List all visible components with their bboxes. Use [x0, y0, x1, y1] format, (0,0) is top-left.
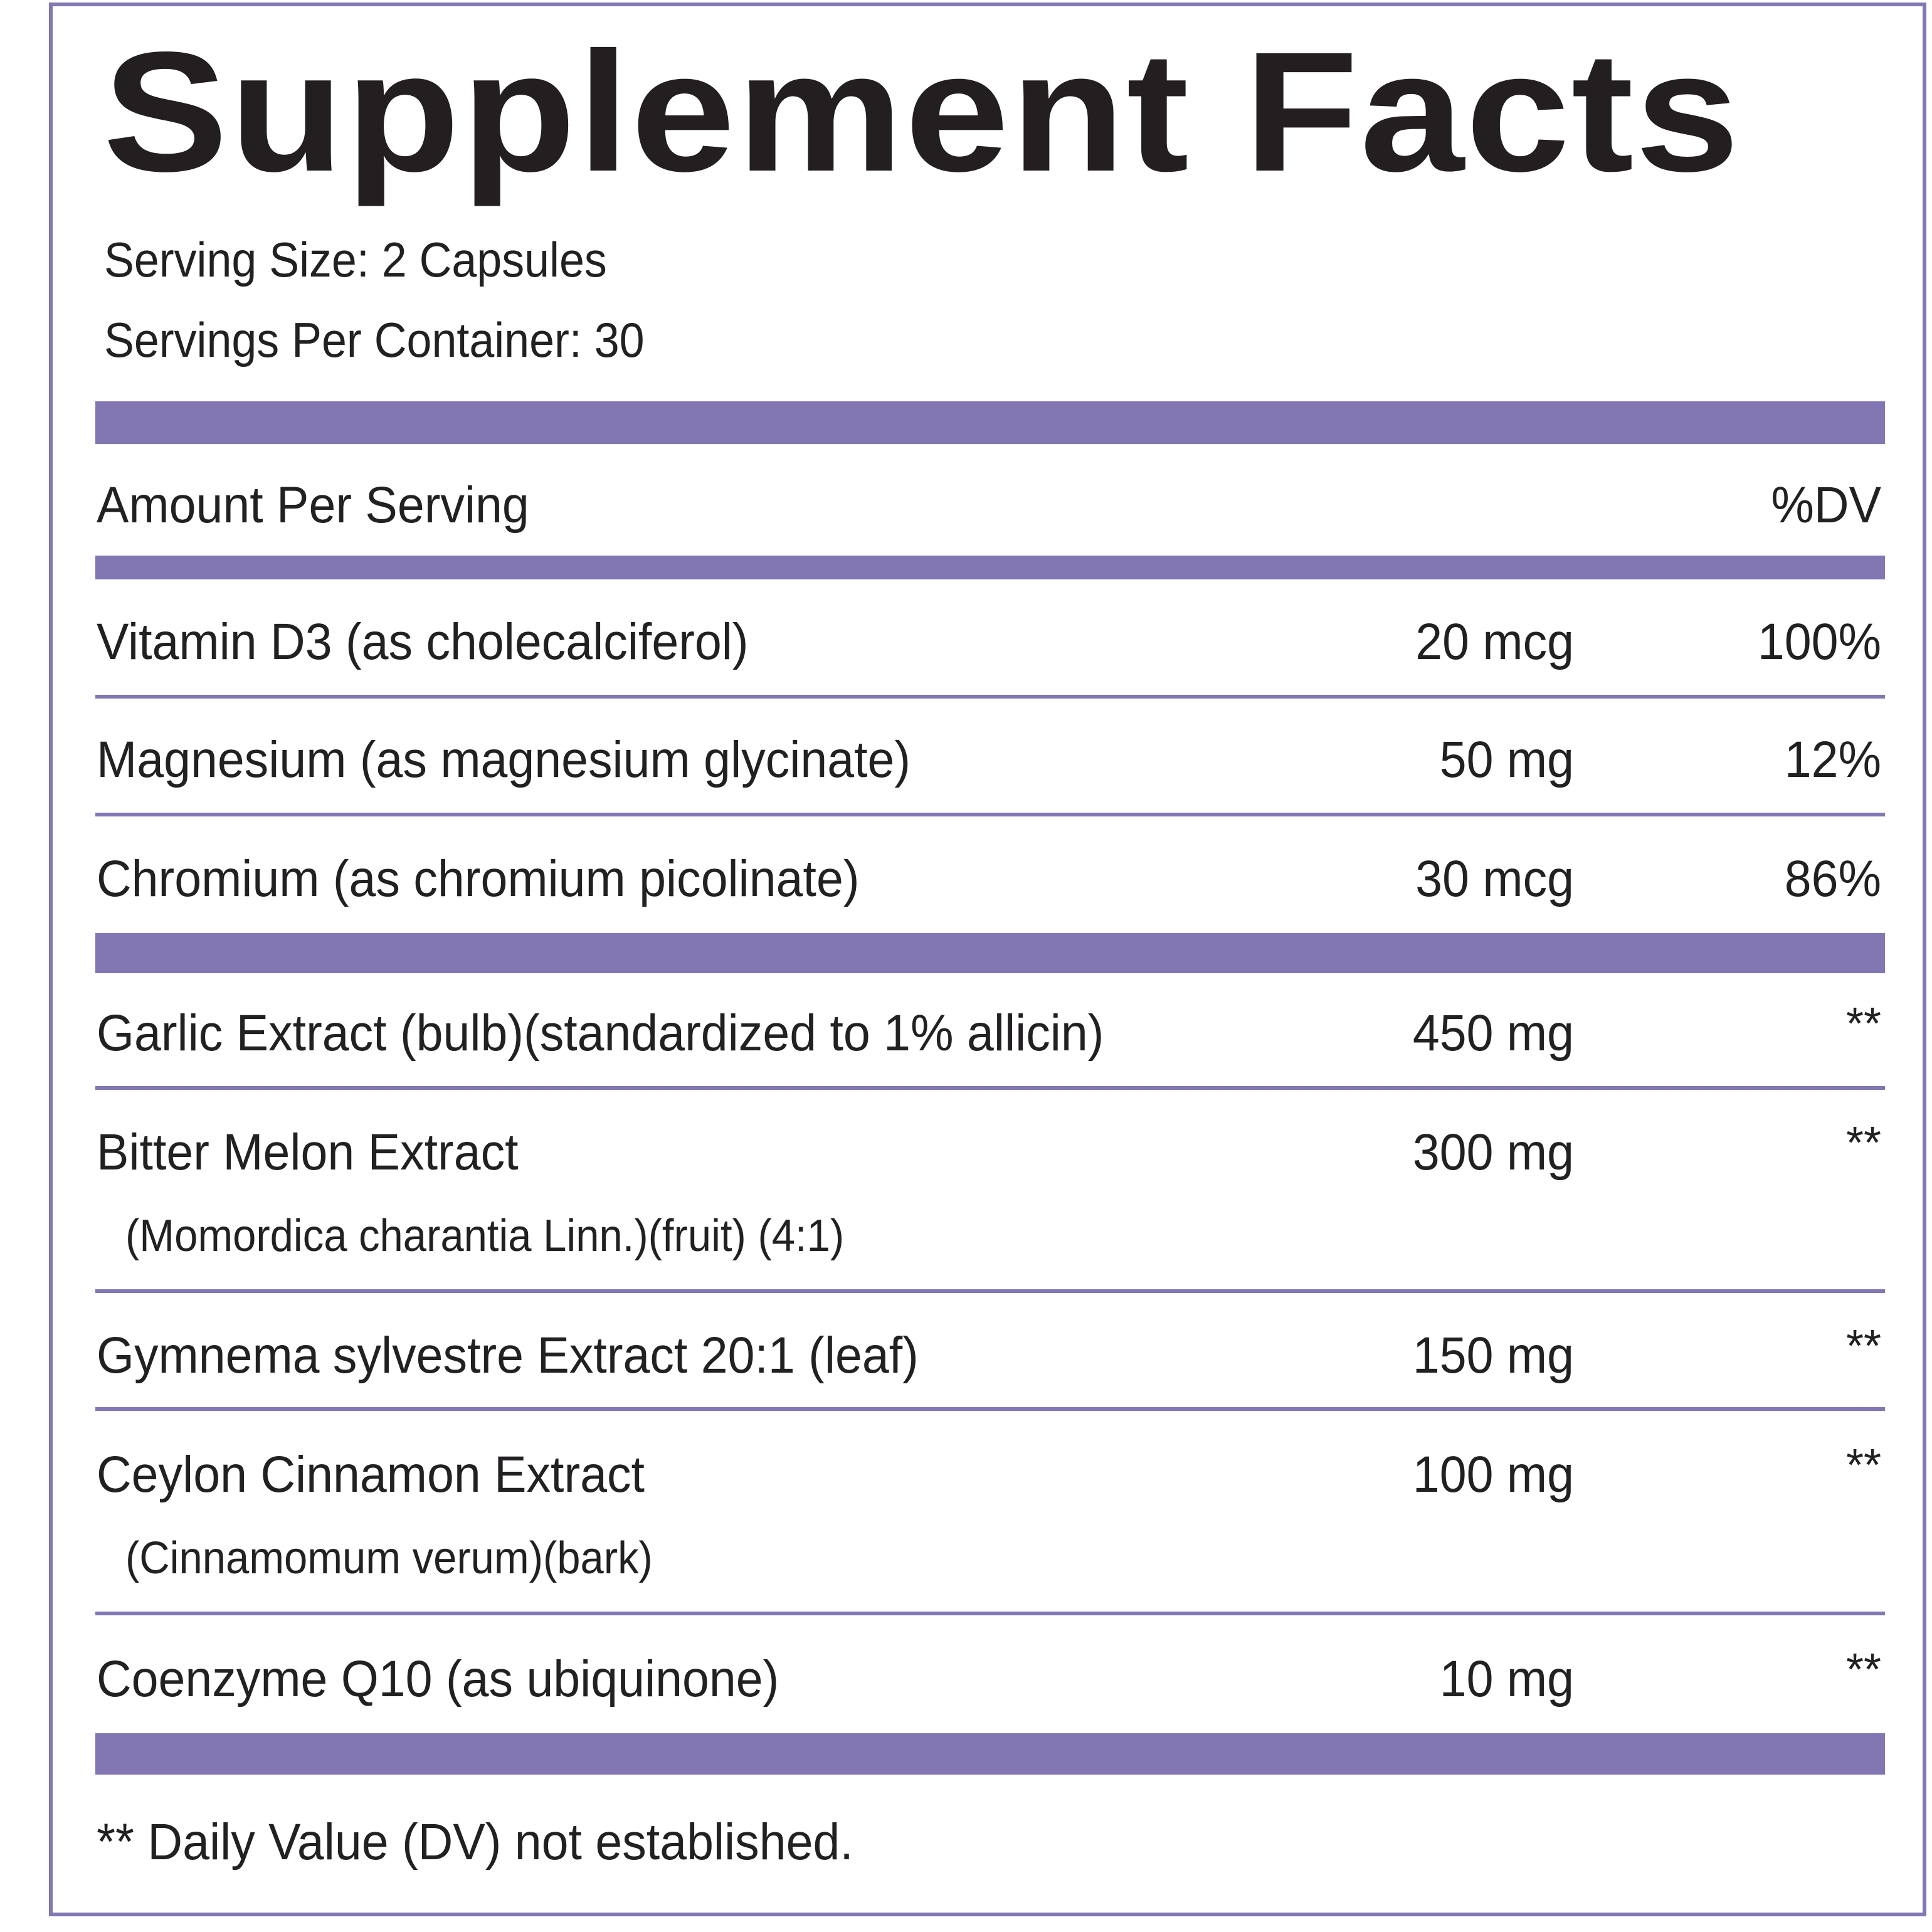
ingredient-name: Coenzyme Q10 (as ubiquinone): [97, 1650, 779, 1708]
ingredient-name: Bitter Melon Extract: [97, 1124, 519, 1181]
ingredient-name: Gymnema sylvestre Extract 20:1 (leaf): [97, 1327, 919, 1384]
ingredient-dv: **: [1845, 999, 1881, 1049]
ingredient-amount: 10 mg: [1439, 1650, 1574, 1708]
ingredient-amount: 300 mg: [1412, 1124, 1574, 1181]
ingredient-name: Chromium (as chromium picolinate): [97, 850, 860, 907]
serving-size: Serving Size: 2 Capsules: [104, 232, 607, 287]
ingredient-amount: 20 mcg: [1415, 613, 1574, 670]
ingredient-amount: 100 mg: [1412, 1446, 1574, 1503]
ingredient-name: Garlic Extract (bulb)(standardized to 1%…: [97, 1005, 1104, 1062]
dv-header-label: %DV: [1771, 477, 1881, 534]
ingredient-name: Vitamin D3 (as cholecalciferol): [97, 613, 749, 670]
row-divider: [95, 1289, 1885, 1293]
servings-per-container: Servings Per Container: 30: [104, 312, 645, 367]
ingredient-amount: 150 mg: [1412, 1327, 1574, 1384]
ingredient-dv: 100%: [1757, 613, 1881, 670]
ingredient-dv: **: [1845, 1321, 1881, 1371]
section-bar: [95, 933, 1885, 973]
row-divider: [95, 1612, 1885, 1615]
amount-per-serving-label: Amount Per Serving: [97, 477, 529, 534]
row-divider: [95, 1086, 1885, 1090]
ingredient-dv: **: [1845, 1118, 1881, 1168]
bottom-bar: [95, 1733, 1885, 1775]
row-divider: [95, 813, 1885, 816]
ingredient-amount: 450 mg: [1412, 1005, 1574, 1062]
ingredient-dv: 86%: [1784, 850, 1881, 907]
ingredient-subtext: (Cinnamomum verum)(bark): [125, 1533, 653, 1583]
top-thick-bar: [95, 401, 1885, 444]
row-divider: [95, 1407, 1885, 1411]
ingredient-dv: 12%: [1784, 731, 1881, 788]
ingredient-name: Ceylon Cinnamon Extract: [97, 1446, 645, 1503]
ingredient-name: Magnesium (as magnesium glycinate): [97, 731, 911, 788]
ingredient-dv: **: [1845, 1440, 1881, 1491]
footnote: ** Daily Value (DV) not established.: [97, 1813, 853, 1871]
row-divider: [95, 695, 1885, 699]
ingredient-subtext: (Momordica charantia Linn.)(fruit) (4:1): [125, 1211, 845, 1261]
header-bar: [95, 556, 1885, 579]
ingredient-dv: **: [1845, 1645, 1881, 1695]
panel-title: Supplement Facts: [103, 16, 1741, 207]
ingredient-amount: 50 mg: [1439, 731, 1574, 788]
ingredient-amount: 30 mcg: [1415, 850, 1574, 907]
